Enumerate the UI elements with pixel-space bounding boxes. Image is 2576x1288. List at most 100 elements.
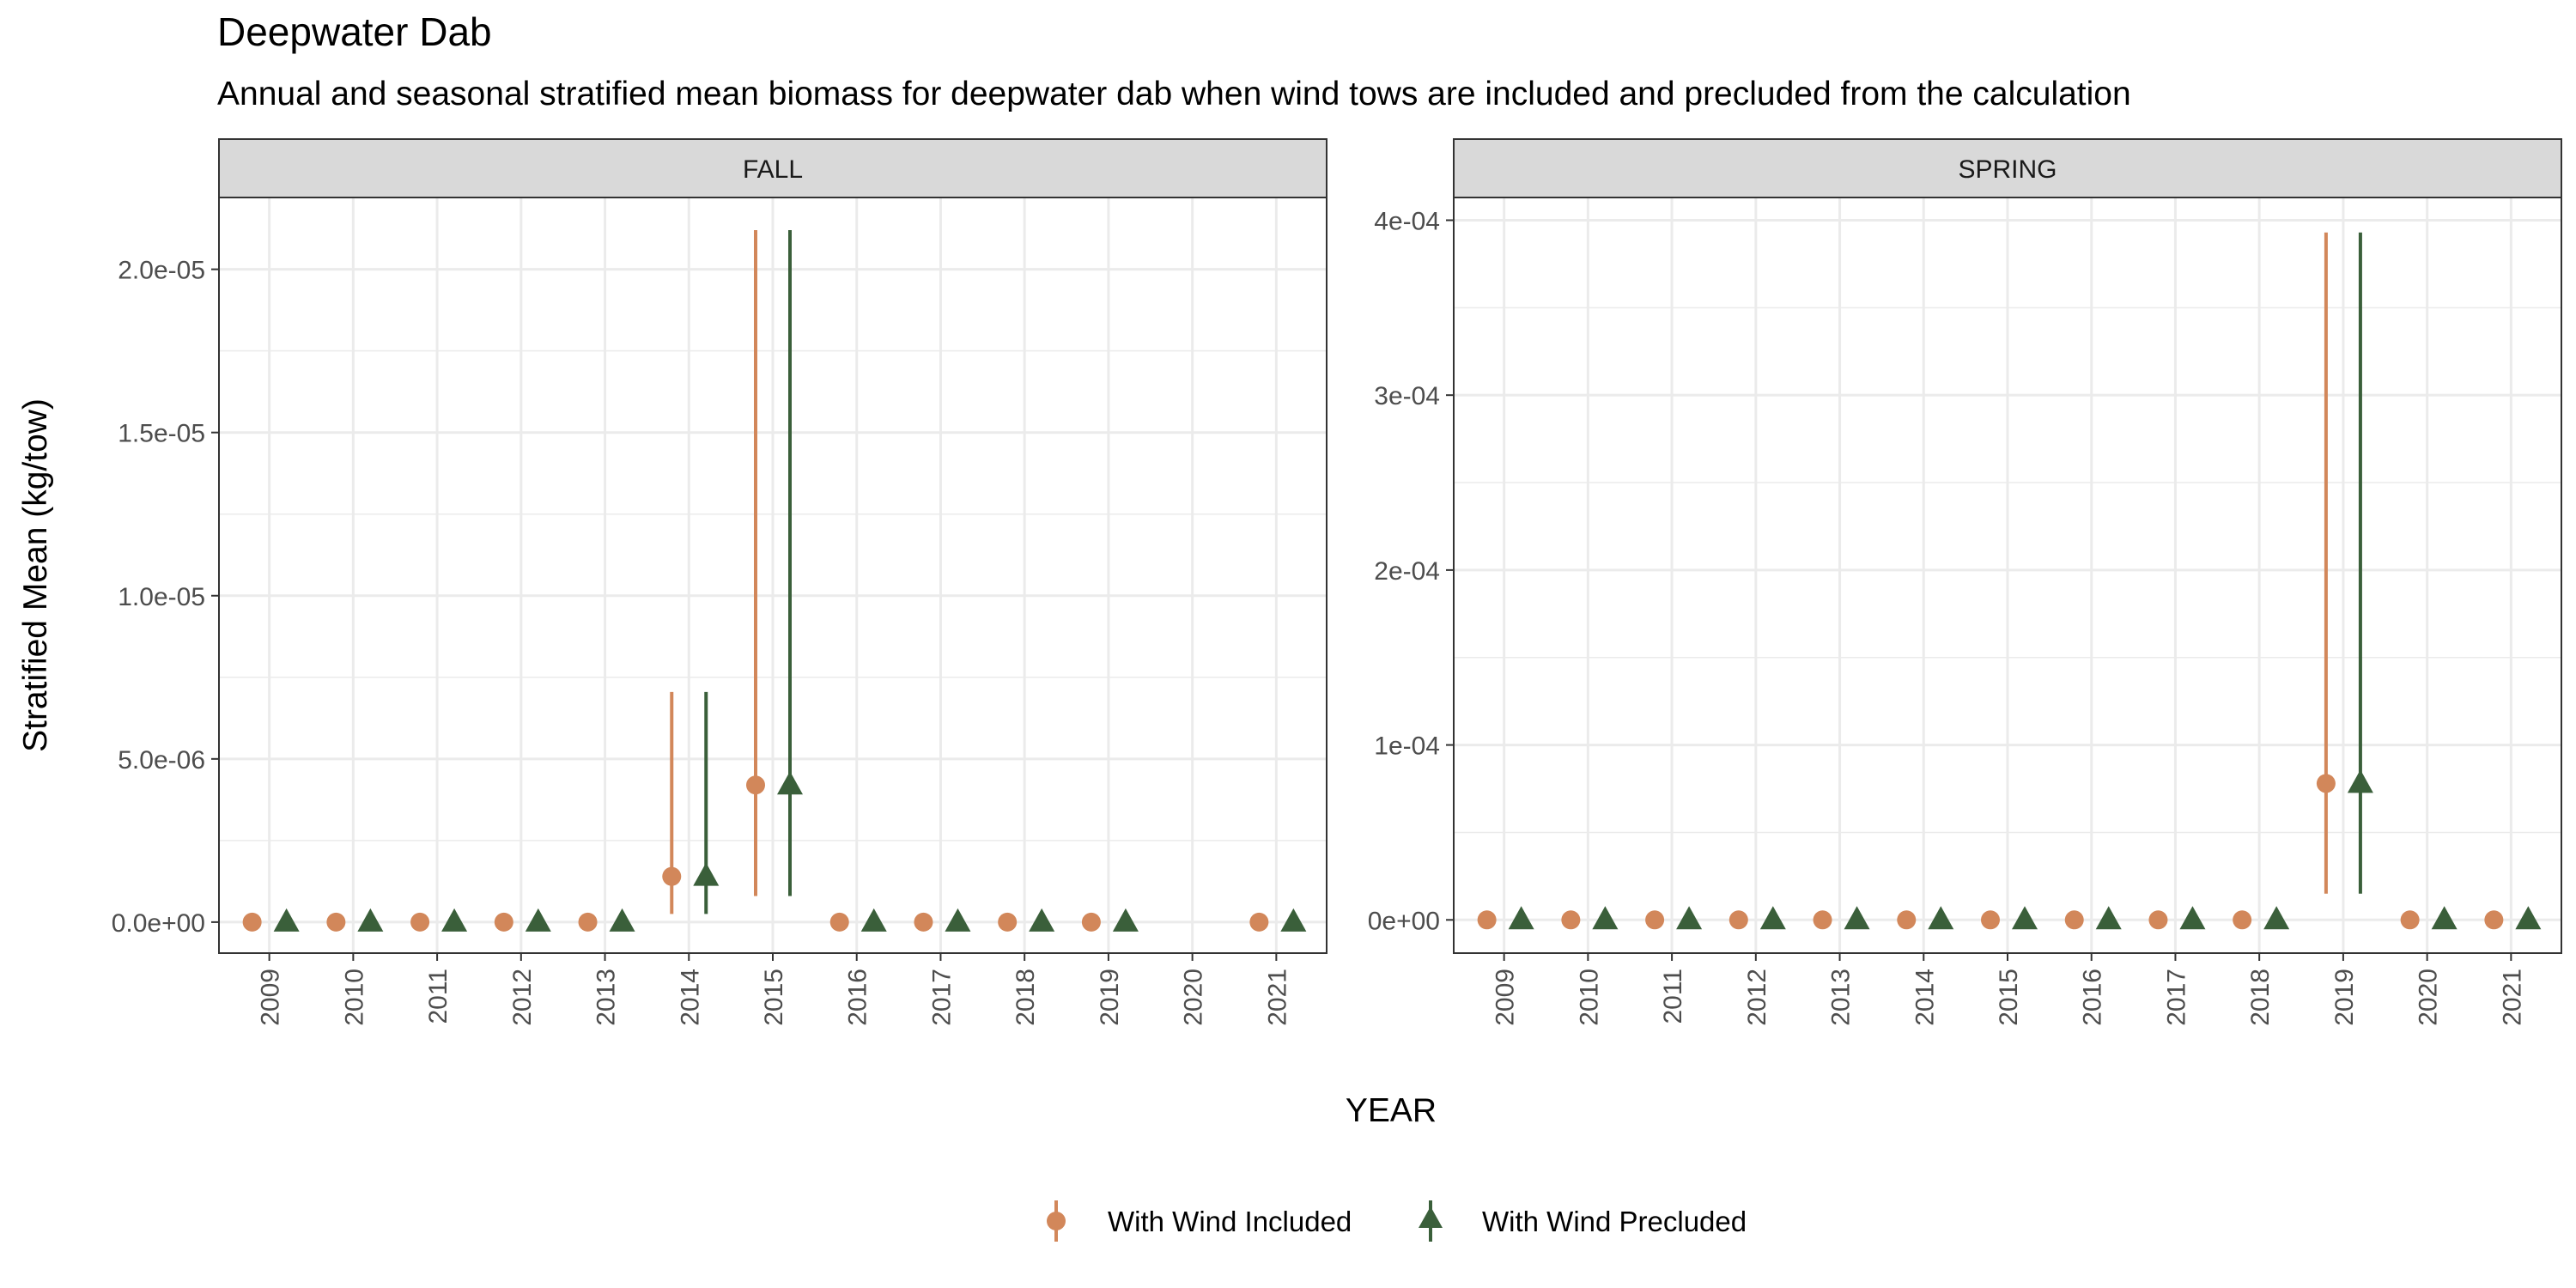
point-precluded-fall-2018 (1029, 908, 1055, 932)
point-precluded-fall-2017 (945, 908, 971, 932)
point-included-fall-2011 (410, 912, 430, 932)
y-tick-label: 0e+00 (1368, 907, 1440, 935)
x-tick-label: 2012 (508, 969, 537, 1026)
point-precluded-fall-2019 (1112, 908, 1139, 932)
point-precluded-spring-2019 (2347, 769, 2373, 793)
point-precluded-fall-2012 (525, 908, 551, 932)
point-precluded-fall-2021 (1280, 908, 1307, 932)
x-tick-label: 2009 (257, 969, 285, 1026)
point-included-fall-2010 (326, 912, 346, 932)
point-precluded-spring-2011 (1676, 906, 1703, 930)
point-included-spring-2014 (1897, 910, 1917, 930)
point-precluded-fall-2013 (609, 908, 635, 932)
point-precluded-spring-2017 (2179, 906, 2206, 930)
x-tick-label: 2015 (1995, 969, 2023, 1026)
x-tick-label: 2017 (2162, 969, 2190, 1026)
point-precluded-fall-2016 (860, 908, 887, 932)
x-tick-label: 2012 (1743, 969, 1771, 1026)
x-tick-label: 2011 (1659, 969, 1687, 1024)
point-included-spring-2019 (2316, 774, 2336, 793)
x-axis-title: YEAR (1346, 1092, 1437, 1129)
point-included-fall-2014 (662, 866, 682, 886)
point-included-spring-2009 (1477, 910, 1497, 930)
y-tick-label: 3e-04 (1374, 382, 1440, 410)
x-tick-label: 2016 (2079, 969, 2107, 1026)
x-tick-label: 2010 (340, 969, 368, 1026)
x-tick-label: 2014 (676, 969, 704, 1026)
legend-label-included: With Wind Included (1108, 1206, 1352, 1237)
point-included-fall-2015 (746, 775, 765, 795)
strip-label-fall: FALL (743, 155, 803, 184)
point-precluded-spring-2013 (1844, 906, 1870, 930)
x-tick-label: 2019 (1096, 969, 1124, 1026)
point-precluded-spring-2020 (2431, 906, 2458, 930)
x-tick-label: 2010 (1575, 969, 1603, 1026)
point-included-fall-2019 (1081, 912, 1101, 932)
y-tick-label: 1.5e-05 (118, 420, 205, 448)
x-tick-label: 2020 (1180, 969, 1208, 1026)
y-tick-label: 1e-04 (1374, 732, 1440, 761)
point-precluded-spring-2009 (1508, 906, 1534, 930)
point-included-spring-2021 (2484, 910, 2504, 930)
point-precluded-spring-2012 (1759, 906, 1786, 930)
x-tick-label: 2009 (1492, 969, 1520, 1026)
point-included-spring-2015 (1981, 910, 2000, 930)
x-tick-label: 2013 (592, 969, 621, 1026)
y-tick-label: 2.0e-05 (118, 257, 205, 285)
point-included-fall-2017 (914, 912, 933, 932)
point-included-fall-2009 (242, 912, 262, 932)
y-tick-label: 5.0e-06 (118, 746, 205, 775)
x-tick-label: 2018 (1012, 969, 1040, 1026)
panel-spring: SPRING 0e+00 1e-04 2e-04 3e-04 4e-04 2009 2010… (1368, 138, 2562, 1026)
x-tick-label: 2015 (760, 969, 788, 1026)
point-precluded-fall-2009 (273, 908, 300, 932)
point-precluded-fall-2014 (693, 862, 720, 886)
x-tick-label: 2021 (2498, 969, 2526, 1026)
legend: With Wind Included With Wind Precluded (1047, 1200, 1747, 1242)
x-tick-label: 2020 (2415, 969, 2443, 1026)
y-tick-label: 4e-04 (1374, 207, 1440, 235)
point-precluded-spring-2016 (2095, 906, 2122, 930)
point-precluded-spring-2014 (1928, 906, 1954, 930)
legend-label-precluded: With Wind Precluded (1482, 1206, 1747, 1237)
point-included-spring-2018 (2233, 910, 2252, 930)
x-tick-label: 2019 (2330, 969, 2359, 1026)
point-included-fall-2012 (494, 912, 513, 932)
y-tick-label: 1.0e-05 (118, 583, 205, 611)
legend-key-triangle-precluded (1419, 1206, 1443, 1228)
strip-label-spring: SPRING (1958, 155, 2057, 184)
x-tick-label: 2017 (927, 969, 956, 1026)
point-included-fall-2018 (998, 912, 1018, 932)
point-precluded-spring-2018 (2263, 906, 2290, 930)
point-precluded-spring-2021 (2515, 906, 2542, 930)
panel-fall: FALL 0.0e+00 5.0e-06 1.0e-05 1.5e-05 2.0e-05… (112, 138, 1327, 1026)
point-included-spring-2011 (1645, 910, 1665, 930)
point-precluded-fall-2011 (441, 908, 468, 932)
legend-key-circle-included (1047, 1212, 1066, 1230)
y-axis-title: Stratified Mean (kg/tow) (17, 398, 54, 752)
point-included-spring-2020 (2400, 910, 2420, 930)
point-included-spring-2013 (1813, 910, 1832, 930)
point-included-spring-2016 (2064, 910, 2084, 930)
point-included-spring-2010 (1561, 910, 1581, 930)
point-included-fall-2016 (829, 912, 849, 932)
strip-spring (1453, 138, 2562, 198)
x-tick-label: 2013 (1827, 969, 1856, 1026)
x-tick-label: 2018 (2246, 969, 2275, 1026)
point-included-fall-2021 (1249, 912, 1269, 932)
point-included-spring-2012 (1728, 910, 1748, 930)
x-tick-label: 2014 (1911, 969, 1939, 1026)
x-tick-label: 2016 (844, 969, 872, 1026)
y-tick-label: 2e-04 (1374, 557, 1440, 586)
point-precluded-fall-2010 (357, 908, 384, 932)
x-tick-label: 2011 (424, 969, 453, 1024)
y-tick-label: 0.0e+00 (112, 909, 205, 938)
point-precluded-spring-2010 (1592, 906, 1619, 930)
point-included-spring-2017 (2148, 910, 2168, 930)
point-included-fall-2013 (578, 912, 598, 932)
point-precluded-spring-2015 (2012, 906, 2038, 930)
chart-subtitle: Annual and seasonal stratified mean biom… (217, 76, 2131, 112)
chart-title: Deepwater Dab (217, 9, 492, 54)
x-tick-label: 2021 (1263, 969, 1291, 1026)
